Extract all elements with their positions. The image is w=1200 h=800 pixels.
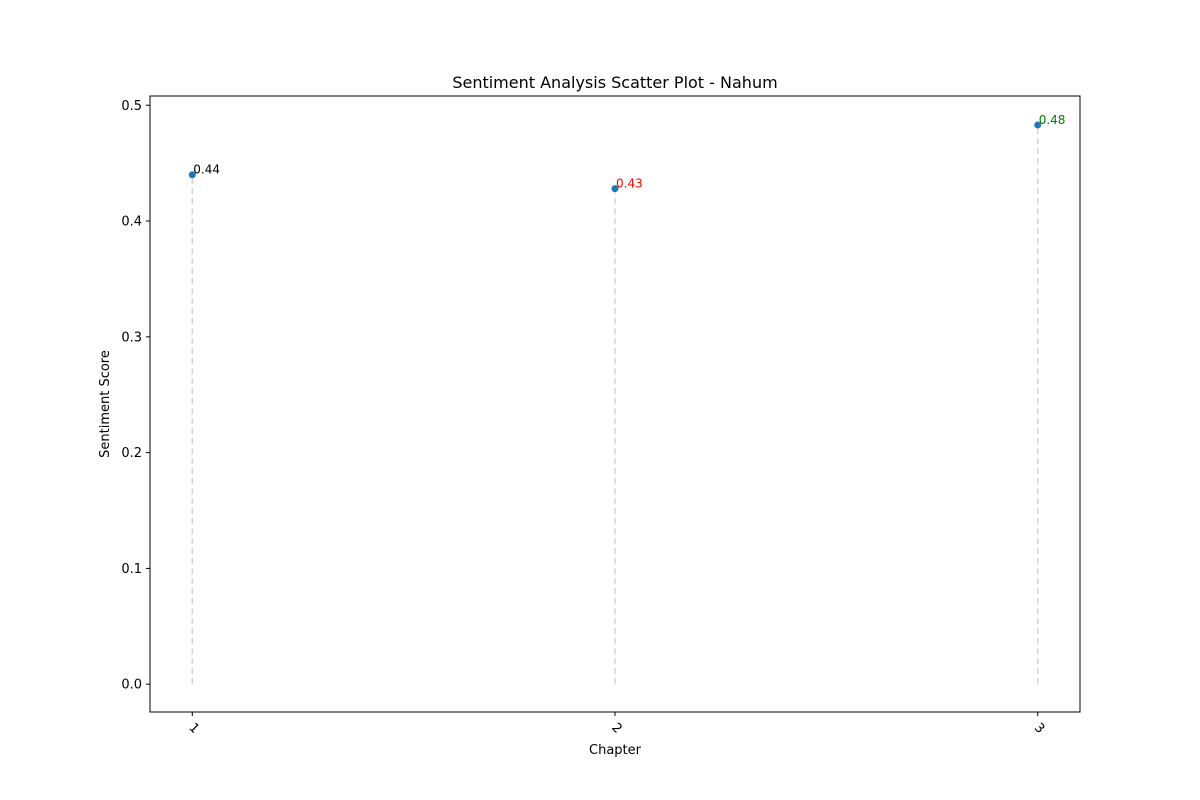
y-tick-label: 0.3 (121, 330, 142, 345)
data-point (188, 171, 196, 179)
data-label: 0.48 (1039, 113, 1066, 127)
y-axis: 0.0 0.1 0.2 0.3 0.4 0.5 (121, 99, 150, 693)
data-point (1034, 121, 1042, 129)
y-tick-label: 0.2 (121, 446, 142, 461)
data-labels: 0.44 0.43 0.48 (193, 113, 1065, 191)
data-label: 0.44 (193, 163, 220, 177)
y-tick-label: 0.1 (121, 562, 142, 577)
data-points (188, 121, 1042, 193)
data-label: 0.43 (616, 177, 643, 191)
y-tick-label: 0.5 (121, 99, 142, 114)
y-tick-label: 0.4 (121, 215, 142, 230)
y-axis-title: Sentiment Score (98, 350, 113, 458)
stem-lines (191, 124, 1039, 685)
y-tick-label: 0.0 (121, 678, 142, 693)
data-point (611, 185, 619, 193)
x-axis-title: Chapter (589, 743, 642, 758)
chart-title: Sentiment Analysis Scatter Plot - Nahum (452, 73, 777, 92)
